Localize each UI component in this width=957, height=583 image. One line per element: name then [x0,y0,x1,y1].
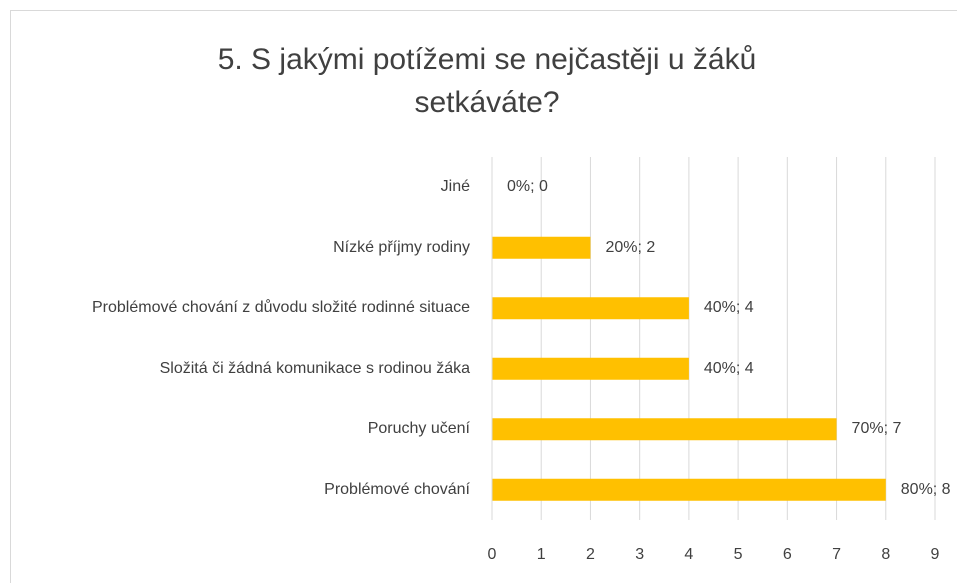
y-tick-label: Poruchy učení [10,418,470,440]
x-tick-label: 4 [684,546,694,563]
y-tick-label: Problémové chování z důvodu složité rodi… [10,297,470,319]
data-label: 70%; 7 [851,420,902,438]
y-tick-label: Jiné [10,176,470,198]
bar [492,357,689,380]
x-tick-label: 2 [585,546,595,563]
data-label: 80%; 8 [900,480,951,498]
chart-title: 5. S jakými potížemi se nejčastěji u žák… [217,43,757,119]
x-tick-label: 8 [881,546,891,563]
x-tick-label: 6 [782,546,792,563]
bar [492,418,837,441]
y-tick-label-text: Problémové chování z důvodu složité rodi… [92,299,470,317]
data-label: 40%; 4 [703,299,754,317]
x-tick-label: 0 [487,546,497,563]
y-tick-label-text: Nízké příjmy rodiny [333,238,470,256]
x-tick-label: 7 [832,546,841,563]
y-tick-label: Problémové chování [10,479,470,501]
y-tick-label: Nízké příjmy rodiny [10,237,470,259]
y-tick-label-text: Problémové chování [324,480,470,498]
chart-frame [10,10,957,583]
bar [492,297,689,320]
y-tick-label: Složitá či žádná komunikace s rodinou žá… [10,358,470,380]
data-label: 20%; 2 [605,238,656,256]
x-tick-label: 1 [536,546,546,563]
x-tick-label: 3 [635,546,645,563]
data-label: 40%; 4 [703,359,754,377]
y-tick-label-text: Složitá či žádná komunikace s rodinou žá… [159,359,470,377]
y-tick-label-text: Poruchy učení [367,420,470,438]
data-label: 0%; 0 [507,178,548,196]
y-tick-label-text: Jiné [440,178,470,196]
x-tick-label: 9 [930,546,940,563]
x-tick-label: 5 [733,546,743,563]
bar [492,478,886,501]
bar [492,236,591,259]
